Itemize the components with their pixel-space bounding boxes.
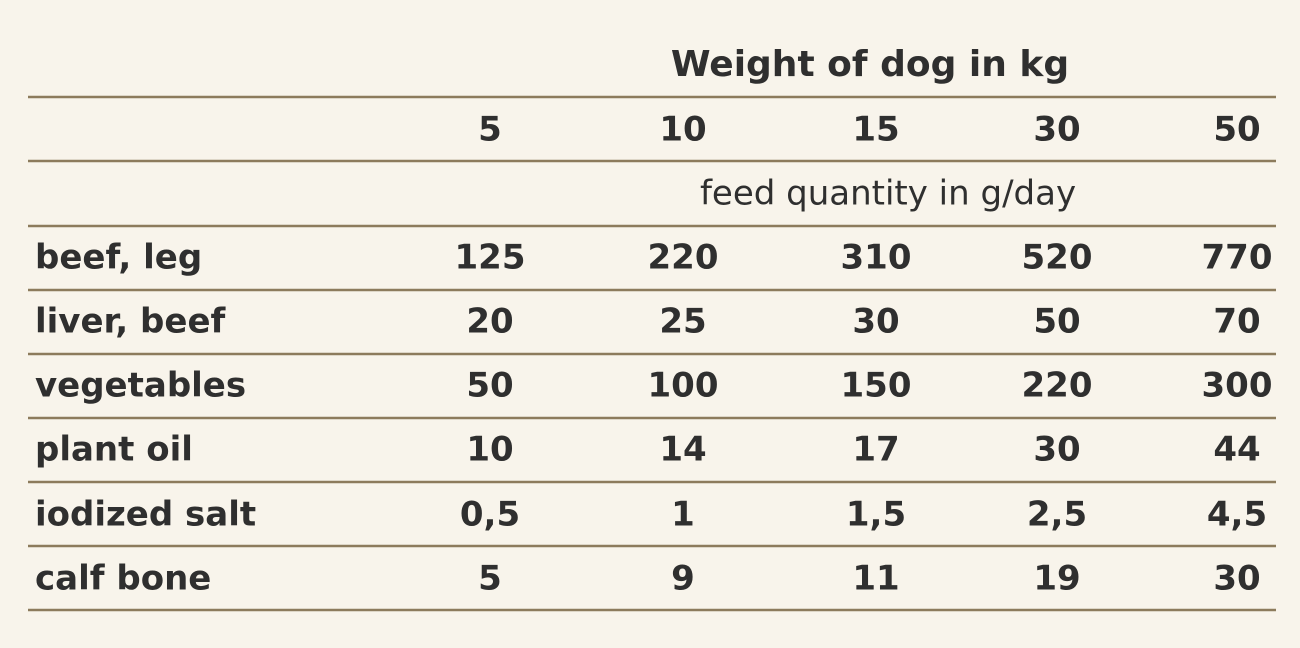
- column-header: 10: [659, 110, 706, 150]
- table-title: Weight of dog in kg: [671, 44, 1069, 85]
- row-label: plant oil: [35, 430, 193, 470]
- table-cell: 44: [1213, 430, 1260, 470]
- table-cell: 30: [1033, 430, 1080, 470]
- table-cell: 50: [1033, 302, 1080, 342]
- table-cell: 220: [1022, 366, 1093, 406]
- table-cell: 300: [1202, 366, 1273, 406]
- row-label: vegetables: [35, 366, 246, 406]
- table-cell: 9: [671, 559, 695, 599]
- table-cell: 11: [852, 559, 899, 599]
- table-cell: 4,5: [1207, 495, 1267, 535]
- table-cell: 14: [659, 430, 706, 470]
- table-cell: 520: [1022, 238, 1093, 278]
- table-cell: 220: [648, 238, 719, 278]
- column-header: 30: [1033, 110, 1080, 150]
- row-label: iodized salt: [35, 495, 256, 535]
- table-cell: 100: [648, 366, 719, 406]
- table-cell: 1: [671, 495, 695, 535]
- table-cell: 2,5: [1027, 495, 1087, 535]
- table-cell: 19: [1033, 559, 1080, 599]
- table-cell: 310: [841, 238, 912, 278]
- table-subtitle: feed quantity in g/day: [700, 174, 1076, 214]
- table-cell: 17: [852, 430, 899, 470]
- table-cell: 125: [455, 238, 526, 278]
- table-cell: 50: [466, 366, 513, 406]
- table-cell: 5: [478, 559, 502, 599]
- row-label: beef, leg: [35, 238, 202, 278]
- row-label: calf bone: [35, 559, 211, 599]
- table-cell: 30: [852, 302, 899, 342]
- table-cell: 20: [466, 302, 513, 342]
- table-cell: 150: [841, 366, 912, 406]
- column-header: 5: [478, 110, 502, 150]
- table-cell: 0,5: [460, 495, 520, 535]
- table-rules: [28, 95, 1276, 612]
- table-cell: 70: [1213, 302, 1260, 342]
- row-label: liver, beef: [35, 302, 227, 342]
- table-cell: 10: [466, 430, 513, 470]
- table-cell: 770: [1202, 238, 1273, 278]
- table-cell: 25: [659, 302, 706, 342]
- table-cell: 30: [1213, 559, 1260, 599]
- table-cell: 1,5: [846, 495, 906, 535]
- column-header: 15: [852, 110, 899, 150]
- column-header: 50: [1213, 110, 1260, 150]
